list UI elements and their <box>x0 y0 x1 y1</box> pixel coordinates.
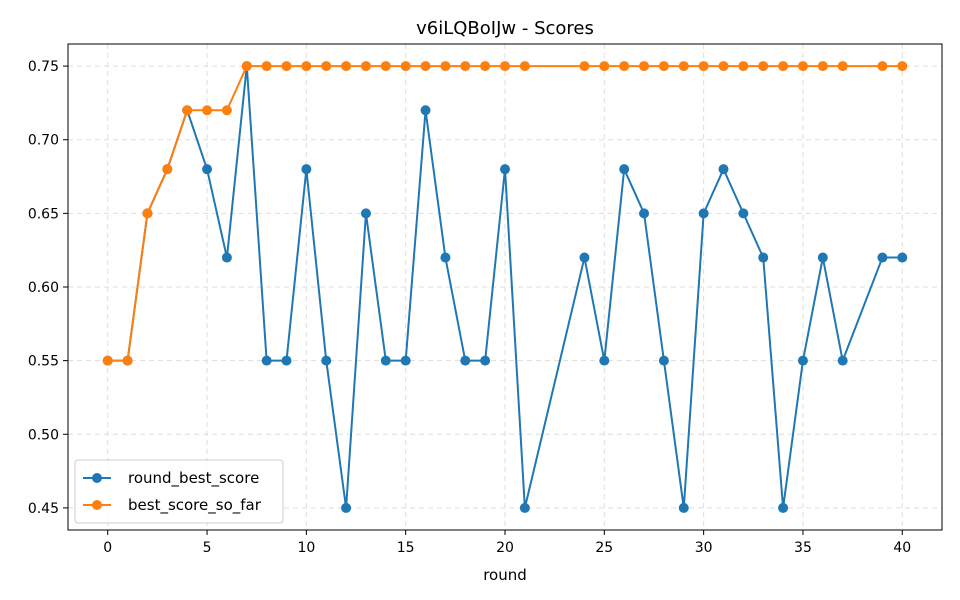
data-point-best-score-so-far <box>221 105 232 116</box>
data-point-best-score-so-far <box>658 61 669 72</box>
data-point-best-score-so-far <box>440 61 451 72</box>
data-point-round-best-score <box>778 502 789 513</box>
data-point-round-best-score <box>500 164 510 175</box>
data-point-round-best-score <box>837 355 848 366</box>
data-point-round-best-score <box>738 208 749 219</box>
data-point-round-best-score <box>440 252 451 263</box>
legend-marker-round-best-score <box>92 473 102 483</box>
data-point-best-score-so-far <box>162 164 173 175</box>
data-point-round-best-score <box>579 252 590 263</box>
data-point-round-best-score <box>698 208 709 219</box>
data-point-round-best-score <box>817 252 828 263</box>
data-point-round-best-score <box>360 208 371 219</box>
series-layer <box>102 61 908 513</box>
data-point-round-best-score <box>221 252 232 263</box>
data-point-round-best-score <box>758 252 769 263</box>
series-line-round-best-score <box>107 65 903 509</box>
y-tick-label: 0.65 <box>28 206 59 222</box>
x-tick-label: 30 <box>695 540 713 556</box>
y-tick-label: 0.60 <box>28 280 59 296</box>
legend: round_best_score best_score_so_far <box>74 459 284 524</box>
data-point-round-best-score <box>400 355 411 366</box>
data-point-round-best-score <box>281 355 292 366</box>
x-tick-label: 20 <box>496 540 514 556</box>
data-point-best-score-so-far <box>202 105 213 116</box>
x-axis-title: round <box>483 566 527 584</box>
legend-label-round-best-score: round_best_score <box>128 469 259 488</box>
data-point-best-score-so-far <box>380 61 391 72</box>
data-point-best-score-so-far <box>579 61 590 72</box>
x-tick-label: 25 <box>595 540 613 556</box>
data-point-round-best-score <box>897 252 908 263</box>
axis-ticks: 0 5 10 15 20 25 30 35 40 0.45 0.50 0.55 0.60 0.65 0.70… <box>28 59 911 556</box>
x-tick-label: 35 <box>794 540 812 556</box>
data-point-round-best-score <box>380 355 391 366</box>
data-point-best-score-so-far <box>261 61 272 72</box>
data-point-round-best-score <box>658 355 669 366</box>
data-point-best-score-so-far <box>102 355 113 366</box>
data-point-round-best-score <box>678 502 689 513</box>
data-point-best-score-so-far <box>678 61 689 72</box>
x-tick-label: 0 <box>103 540 112 556</box>
data-point-best-score-so-far <box>142 208 153 219</box>
data-point-best-score-so-far <box>301 61 312 72</box>
data-point-best-score-so-far <box>619 61 630 72</box>
y-tick-label: 0.75 <box>28 59 59 75</box>
data-point-best-score-so-far <box>758 61 769 72</box>
data-point-best-score-so-far <box>460 61 471 72</box>
data-point-round-best-score <box>718 164 729 175</box>
legend-marker-best-score-so-far <box>92 500 102 510</box>
y-tick-label: 0.70 <box>28 133 59 149</box>
data-point-round-best-score <box>519 502 530 513</box>
data-point-best-score-so-far <box>281 61 292 72</box>
data-point-best-score-so-far <box>321 61 332 72</box>
data-point-round-best-score <box>619 164 630 175</box>
data-point-round-best-score <box>202 164 213 175</box>
data-point-best-score-so-far <box>599 61 610 72</box>
data-point-round-best-score <box>261 355 272 366</box>
data-point-best-score-so-far <box>500 61 510 72</box>
data-point-best-score-so-far <box>817 61 828 72</box>
data-point-round-best-score <box>341 502 352 513</box>
data-point-best-score-so-far <box>877 61 888 72</box>
data-point-best-score-so-far <box>639 61 650 72</box>
data-point-best-score-so-far <box>341 61 352 72</box>
x-tick-label: 40 <box>893 540 911 556</box>
data-point-best-score-so-far <box>480 61 491 72</box>
data-point-round-best-score <box>797 355 808 366</box>
x-tick-label: 10 <box>297 540 315 556</box>
data-point-best-score-so-far <box>122 355 133 366</box>
data-point-best-score-so-far <box>182 105 193 116</box>
y-tick-label: 0.50 <box>28 427 59 443</box>
data-point-best-score-so-far <box>241 61 252 72</box>
y-tick-label: 0.45 <box>28 501 59 517</box>
data-point-round-best-score <box>301 164 312 175</box>
data-point-best-score-so-far <box>698 61 709 72</box>
data-point-best-score-so-far <box>420 61 431 72</box>
data-point-best-score-so-far <box>778 61 789 72</box>
legend-box <box>74 459 284 524</box>
data-point-round-best-score <box>321 355 332 366</box>
legend-label-best-score-so-far: best_score_so_far <box>128 496 262 515</box>
x-tick-label: 5 <box>203 540 212 556</box>
data-point-best-score-so-far <box>837 61 848 72</box>
data-point-round-best-score <box>877 252 888 263</box>
y-tick-label: 0.55 <box>28 354 59 370</box>
data-point-round-best-score <box>420 105 431 116</box>
data-point-best-score-so-far <box>360 61 371 72</box>
data-point-best-score-so-far <box>519 61 530 72</box>
data-point-best-score-so-far <box>897 61 908 72</box>
data-point-round-best-score <box>480 355 491 366</box>
data-point-best-score-so-far <box>718 61 729 72</box>
x-tick-label: 15 <box>397 540 415 556</box>
data-point-best-score-so-far <box>797 61 808 72</box>
data-point-best-score-so-far <box>738 61 749 72</box>
data-point-round-best-score <box>639 208 650 219</box>
data-point-round-best-score <box>599 355 610 366</box>
data-point-round-best-score <box>460 355 471 366</box>
data-point-best-score-so-far <box>400 61 411 72</box>
chart-title: v6iLQBoIJw - Scores <box>416 18 594 39</box>
